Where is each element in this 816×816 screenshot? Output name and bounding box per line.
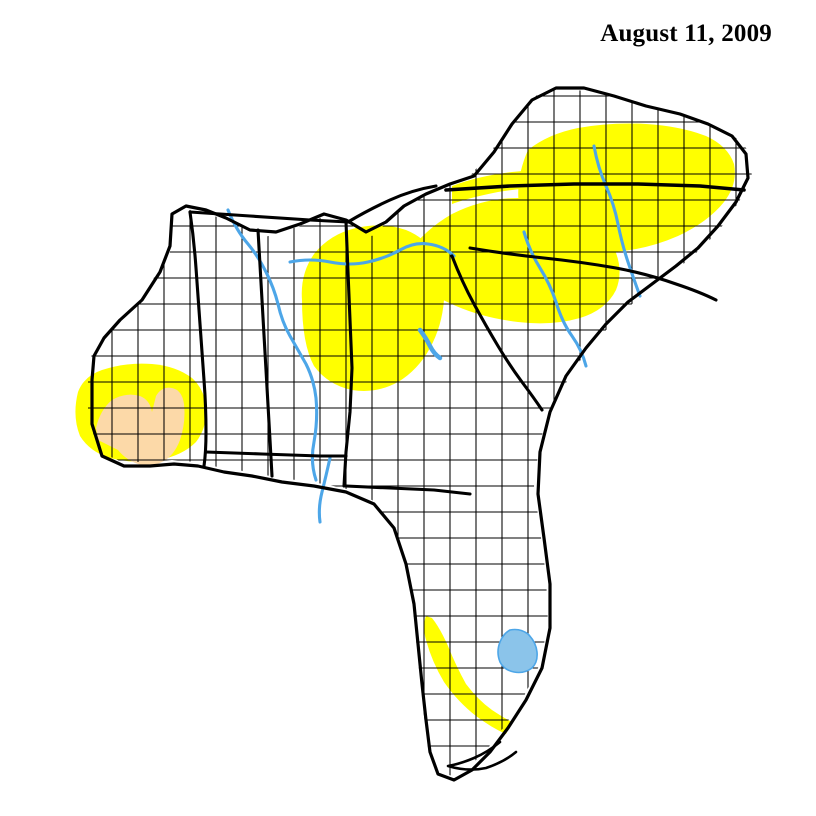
state-border-gulf-coast-line: [204, 450, 348, 458]
outer-coastline-outline: [90, 86, 750, 782]
drought-d1-layer[interactable]: [96, 387, 185, 466]
state-border-nc-sc: [468, 246, 718, 302]
lake-okeechobee: [497, 628, 538, 674]
state-border-ga-sc: [450, 254, 544, 412]
florida-keys: [446, 740, 518, 771]
state-border-al-ga: [342, 220, 354, 488]
page-title: August 11, 2009: [600, 20, 772, 47]
lake-okeechobee-shape: [497, 628, 538, 674]
lake-lanier: [417, 327, 443, 361]
state-boundaries-layer: [188, 182, 746, 496]
state-border-va-nc: [444, 182, 746, 192]
state-border-la-ms: [188, 210, 208, 468]
state-border-tn-nc-mountains: [346, 184, 438, 224]
drought-area-d0-north-georgia[interactable]: [301, 225, 445, 391]
mississippi-river: [226, 208, 319, 482]
apalachicola-river: [317, 456, 332, 524]
tennessee-river: [288, 242, 456, 266]
coastline-layer: [90, 86, 750, 782]
drought-area-d0-southwest-florida[interactable]: [424, 616, 512, 734]
state-border-ga-fl: [344, 484, 472, 496]
state-border-ms-al: [256, 228, 274, 478]
drought-area-d1-louisiana-core[interactable]: [96, 387, 185, 466]
